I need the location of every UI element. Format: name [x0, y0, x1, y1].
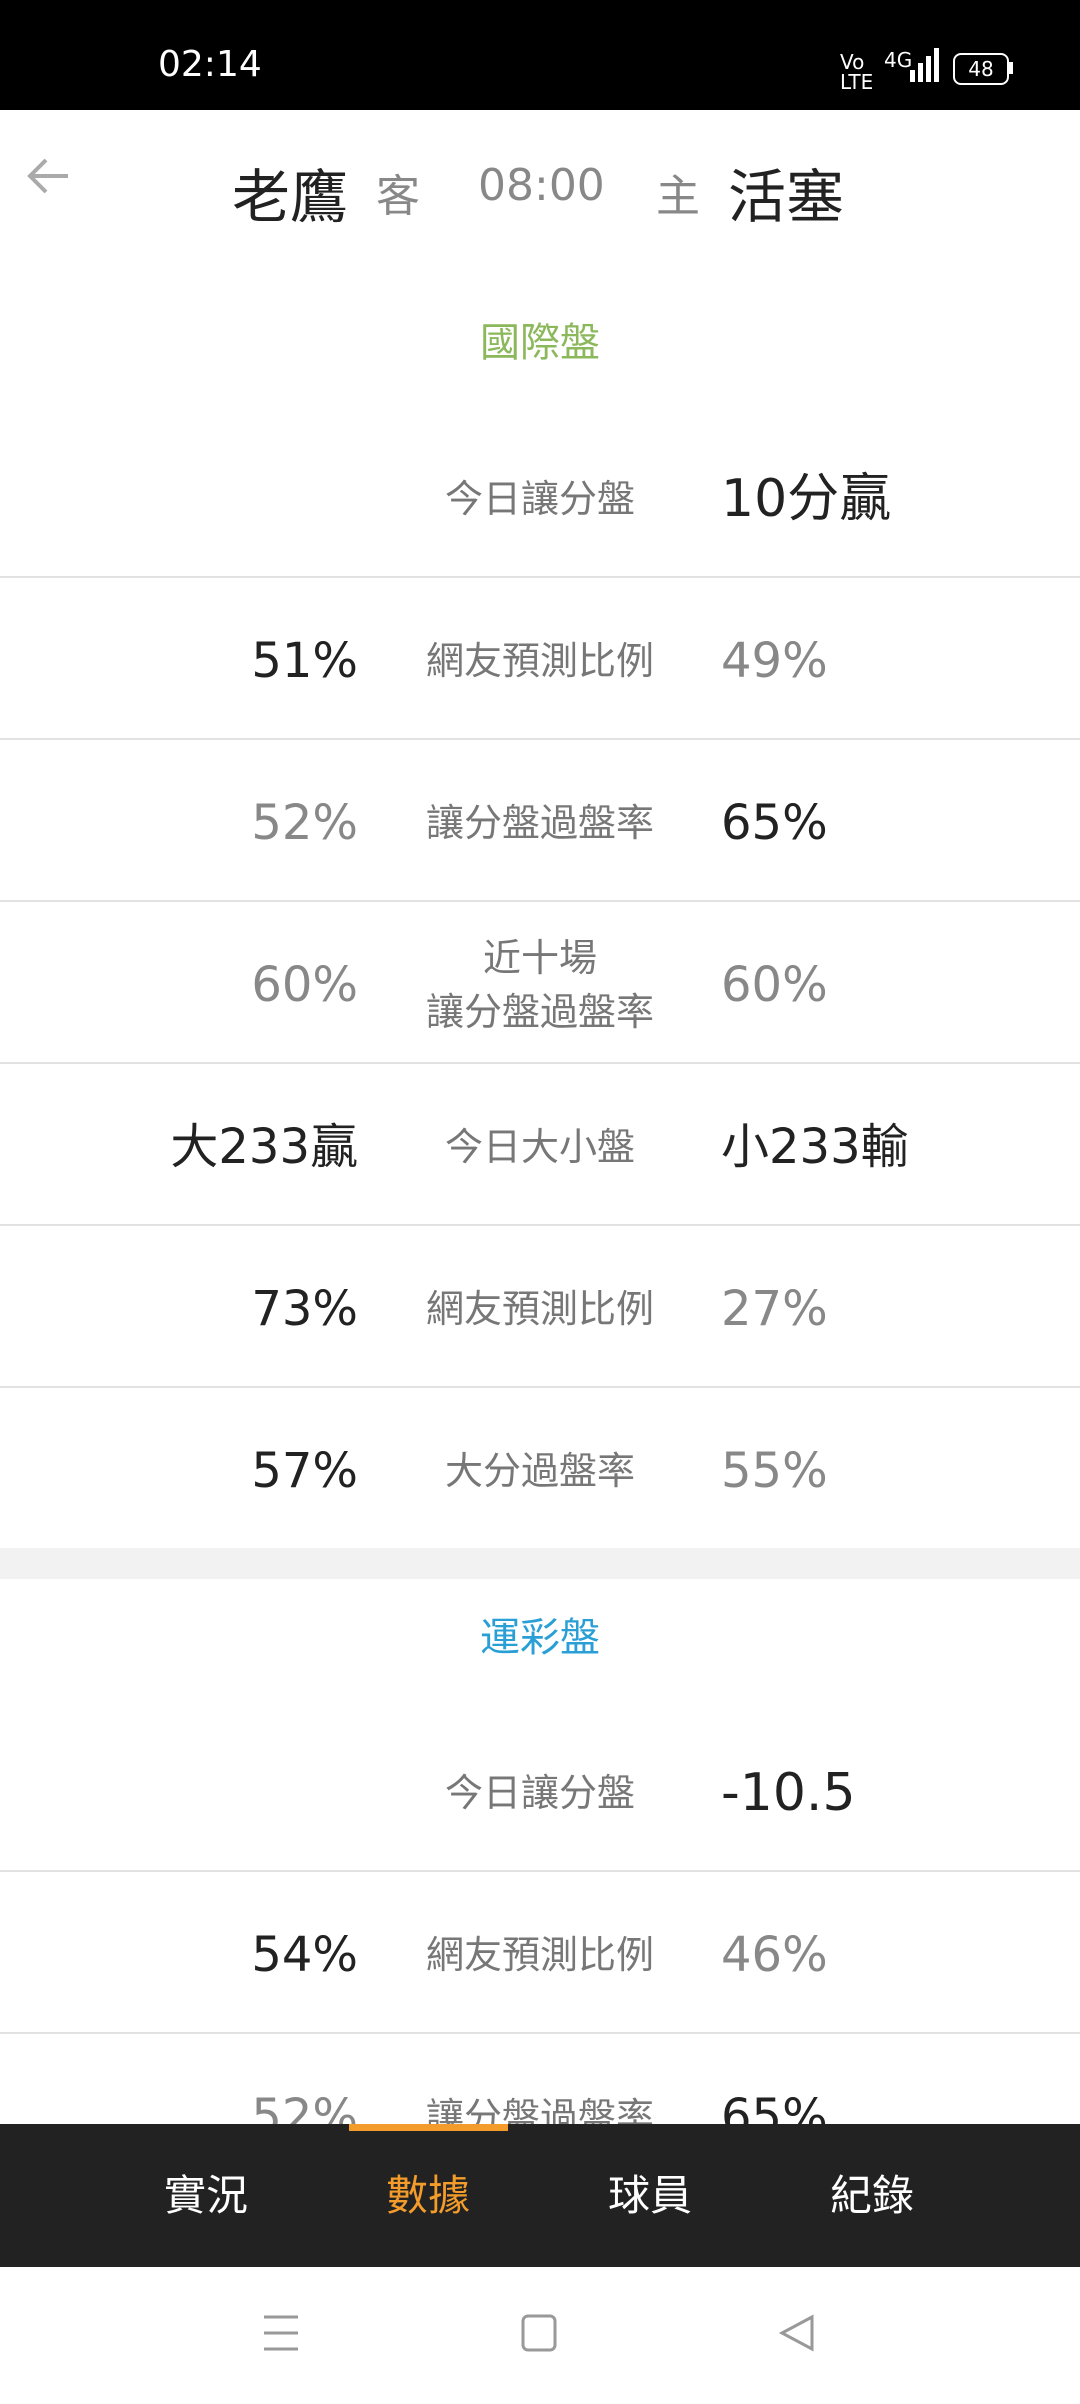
- away-value: 大233贏: [170, 1119, 358, 1175]
- home-value: 55%: [721, 1443, 828, 1499]
- tab[interactable]: 數據: [385, 2171, 470, 2220]
- divider: [0, 738, 1080, 740]
- stat-label: 今日讓分盤: [444, 477, 635, 521]
- status-bar: 02:14 Vo LTE 4G 48: [0, 0, 1080, 110]
- away-value: 57%: [251, 1443, 358, 1499]
- stat-label: 讓分盤過盤率: [425, 801, 654, 845]
- volte-icon: Vo LTE: [840, 50, 874, 94]
- away-team: 老鷹: [232, 163, 349, 231]
- stat-label: 網友預測比例: [425, 639, 654, 683]
- tab[interactable]: 紀錄: [829, 2171, 914, 2220]
- stat-row: 51% 網友預測比例 49%: [0, 580, 1080, 742]
- divider: [0, 2032, 1080, 2034]
- divider: [0, 1062, 1080, 1064]
- active-tab-indicator: [349, 2124, 508, 2131]
- away-value: 73%: [251, 1281, 358, 1337]
- system-nav: [0, 2267, 1080, 2400]
- divider: [0, 576, 1080, 578]
- menu-button[interactable]: [264, 2315, 298, 2351]
- system-nav-icons: [264, 2314, 814, 2352]
- match-time: 08:00: [478, 160, 605, 211]
- signal-icon: [910, 48, 939, 82]
- home-team: 活塞: [728, 163, 845, 231]
- home-value: 49%: [721, 633, 828, 689]
- away-value: 51%: [251, 633, 358, 689]
- stat-label-line: 近十場: [482, 936, 597, 980]
- match-header: 老鷹 客 08:00 主 活塞: [0, 110, 1080, 270]
- stat-label: 今日讓分盤: [444, 1771, 635, 1815]
- stat-row: 73% 網友預測比例 27%: [0, 1228, 1080, 1390]
- away-value: 60%: [251, 957, 358, 1013]
- home-value: 小233輸: [721, 1119, 909, 1175]
- divider: [0, 1224, 1080, 1226]
- stat-label: 大分過盤率: [444, 1449, 635, 1493]
- stat-row: 大233贏 今日大小盤 小233輸: [0, 1066, 1080, 1228]
- stat-label: 近十場 讓分盤過盤率: [390, 904, 690, 1066]
- away-tag: 客: [376, 171, 420, 222]
- home-button[interactable]: [521, 2314, 557, 2352]
- home-value: 10分贏: [721, 469, 892, 529]
- stat-row: 57% 大分過盤率 55%: [0, 1390, 1080, 1552]
- stat-row: 54% 網友預測比例 46%: [0, 1874, 1080, 2036]
- section-title: 國際盤: [480, 320, 600, 366]
- away-value: 54%: [251, 1927, 358, 1983]
- stat-row: 今日讓分盤 -10.5: [0, 1712, 1080, 1874]
- stat-label: 網友預測比例: [425, 1287, 654, 1331]
- stat-row: 52% 讓分盤過盤率 65%: [0, 742, 1080, 904]
- divider: [0, 1386, 1080, 1388]
- home-tag: 主: [656, 171, 700, 222]
- stat-label: 今日大小盤: [444, 1125, 635, 1169]
- divider: [0, 1870, 1080, 1872]
- divider: [0, 900, 1080, 902]
- tab[interactable]: 實況: [163, 2171, 248, 2220]
- back-nav-button[interactable]: [778, 2314, 814, 2352]
- home-value: 27%: [721, 1281, 828, 1337]
- back-button[interactable]: [24, 154, 74, 198]
- home-value: 46%: [721, 1927, 828, 1983]
- stat-label: 網友預測比例: [425, 1933, 654, 1977]
- home-value: -10.5: [721, 1763, 856, 1823]
- section-gap: [0, 1548, 1080, 1579]
- battery-tip: [1009, 62, 1013, 74]
- stat-row: 60% 近十場讓分盤過盤率 60%: [0, 904, 1080, 1066]
- network-icon: 4G: [884, 48, 913, 72]
- home-value: 65%: [721, 795, 828, 851]
- tab-bar: 實況 數據 球員 紀錄: [0, 2124, 1080, 2267]
- stat-row: 今日讓分盤 10分贏: [0, 418, 1080, 580]
- battery: 48: [953, 53, 1009, 85]
- away-value: 52%: [251, 795, 358, 851]
- home-value: 60%: [721, 957, 828, 1013]
- stat-label-line: 讓分盤過盤率: [425, 990, 654, 1034]
- tab[interactable]: 球員: [607, 2171, 692, 2220]
- section-title: 運彩盤: [480, 1615, 600, 1661]
- clock: 02:14: [158, 44, 262, 85]
